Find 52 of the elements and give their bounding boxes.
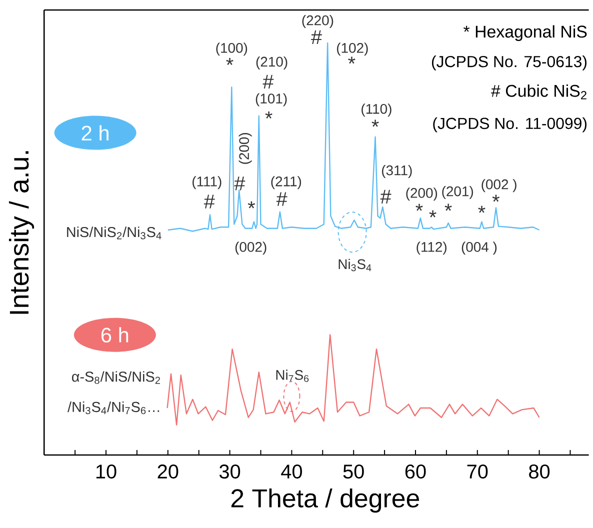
annotation: (002 ) bbox=[482, 179, 516, 192]
annotation: (102) bbox=[336, 42, 368, 56]
annotation: Ni$_{3}$S$_{4}$ bbox=[338, 258, 372, 272]
annotation: (201) bbox=[442, 186, 474, 200]
annotation: (311) bbox=[382, 165, 412, 178]
annotation: (220) bbox=[302, 15, 334, 28]
text: /Ni$_{3}$S$_{4}$/Ni$_{7}$S$_{6}$… bbox=[68, 401, 160, 414]
y-axis-title: Intensity / a.u. bbox=[8, 151, 34, 314]
annotation: (004 ) bbox=[462, 242, 497, 255]
annotation: # bbox=[311, 30, 322, 44]
annotation: (101) bbox=[256, 93, 287, 106]
annotation: * bbox=[444, 204, 452, 211]
annotation: (200) bbox=[406, 188, 438, 201]
annotation: (200) bbox=[238, 133, 252, 164]
x-tick-label: 10 bbox=[96, 464, 116, 479]
x-tick-label: 60 bbox=[405, 464, 426, 479]
annotation: # bbox=[276, 192, 288, 206]
x-tick-label: 70 bbox=[467, 464, 488, 479]
text: * Hexagonal NiS bbox=[464, 25, 587, 42]
annotation: (110) bbox=[362, 104, 392, 117]
annotation: (112) bbox=[416, 242, 446, 255]
annotation: (210) bbox=[256, 56, 288, 70]
annotation: * bbox=[416, 204, 423, 211]
annotation: (JCPDS No. 11-0099) bbox=[433, 117, 587, 132]
annotation: * bbox=[226, 58, 234, 65]
annotation: # bbox=[262, 74, 274, 88]
text: 6 h bbox=[101, 327, 128, 343]
annotation: (111) bbox=[192, 176, 222, 190]
annotation: * bbox=[492, 194, 500, 202]
annotation: * bbox=[248, 201, 255, 208]
text: 2 h bbox=[82, 125, 108, 140]
x-tick-label: 50 bbox=[343, 464, 364, 479]
annotation: # bbox=[234, 176, 246, 190]
annotation: # bbox=[204, 194, 215, 208]
annotation: * bbox=[265, 112, 272, 119]
annotation: (002) bbox=[235, 242, 266, 255]
annotation: * bbox=[429, 210, 436, 218]
annotation: NiS/NiS$_{2}$/Ni$_{3}$S$_{4}$ bbox=[67, 226, 162, 240]
x-tick-label: 30 bbox=[219, 464, 240, 479]
annotation: * bbox=[372, 120, 379, 127]
x-tick-label: 40 bbox=[281, 464, 302, 479]
annotation: # bbox=[380, 190, 392, 204]
annotation: * bbox=[478, 206, 486, 213]
annotation: # Cubic NiS$_{2}$ bbox=[491, 84, 586, 100]
annotation: (100) bbox=[216, 42, 248, 56]
annotation: (JCPDS No. 75-0613) bbox=[432, 56, 586, 70]
x-tick-label: 80 bbox=[529, 464, 550, 479]
x-tick-label: 20 bbox=[158, 464, 178, 479]
annotation: α-S$_{8}$/NiS/NiS$_{2}$ bbox=[72, 371, 160, 384]
annotation: * bbox=[348, 56, 356, 64]
annotation: (211) bbox=[271, 176, 302, 190]
x-axis-title: 2 Theta / degree bbox=[231, 488, 420, 513]
